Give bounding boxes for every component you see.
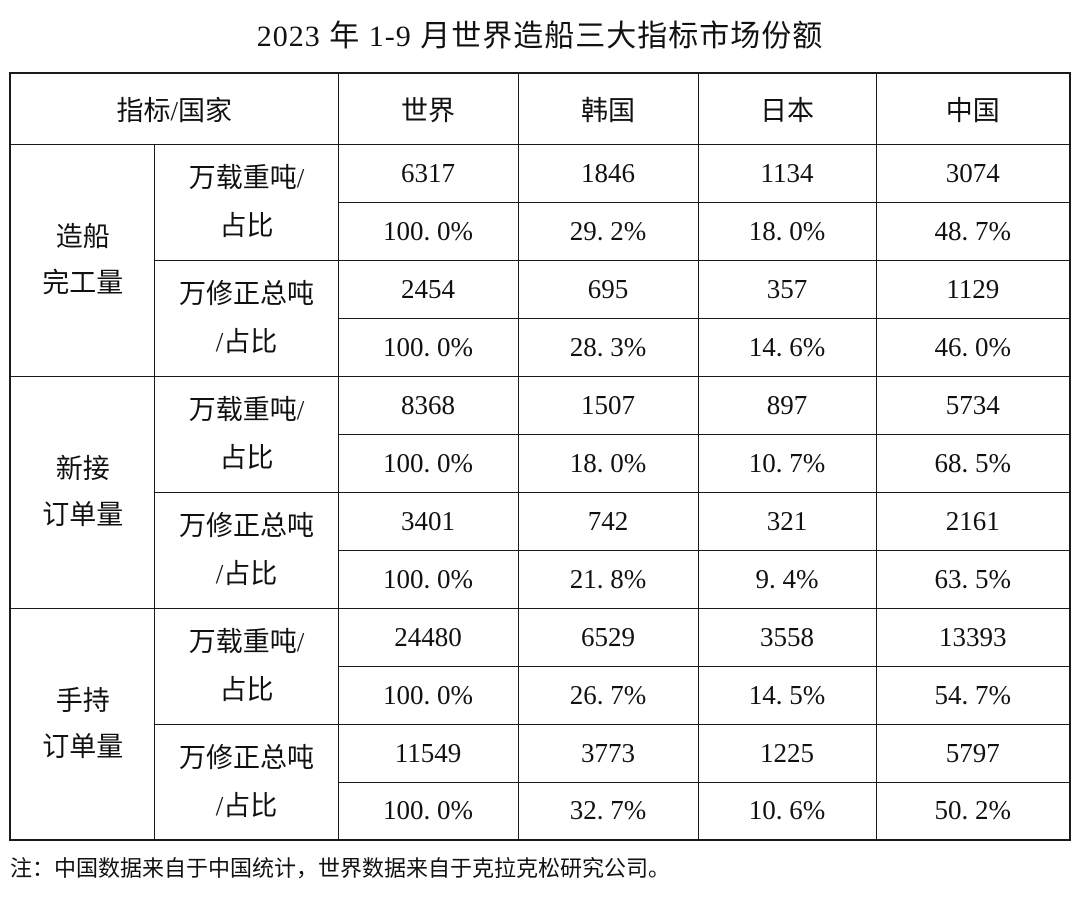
metric-label-line: /占比	[215, 327, 278, 357]
value-cell: 1846	[517, 143, 699, 203]
group-label-new-orders: 新接 订单量	[9, 375, 156, 609]
group-label-line: 造船	[55, 222, 110, 252]
header-col-world: 世界	[337, 72, 519, 145]
table-row: 新接 订单量 万载重吨/ 占比 8368 1507 897 5734	[9, 375, 1071, 609]
share-cell: 100. 0%	[337, 317, 519, 377]
value-cell: 357	[697, 259, 877, 319]
share-cell: 46. 0%	[875, 317, 1071, 377]
share-cell: 50. 2%	[875, 781, 1071, 841]
metric-label-line: 占比	[219, 443, 274, 473]
value-cell: 1507	[517, 375, 699, 435]
share-cell: 100. 0%	[337, 201, 519, 261]
share-cell: 68. 5%	[875, 433, 1071, 493]
share-cell: 32. 7%	[517, 781, 699, 841]
share-cell: 10. 7%	[697, 433, 877, 493]
table-row: 100. 0% 26. 7% 14. 5% 54. 7%	[10, 665, 1071, 725]
share-cell: 100. 0%	[337, 549, 519, 609]
value-cell: 1129	[875, 259, 1071, 319]
table-row: 100. 0% 32. 7% 10. 6% 50. 2%	[10, 781, 1071, 841]
header-col-japan: 日本	[697, 72, 877, 145]
group-label-line: 订单量	[42, 731, 124, 762]
share-cell: 63. 5%	[875, 549, 1071, 609]
value-cell: 3773	[517, 723, 699, 783]
metric-label-line: 万修正总吨	[178, 511, 314, 541]
value-cell: 1134	[697, 143, 877, 203]
share-cell: 18. 0%	[517, 433, 699, 493]
metric-label-line: 占比	[219, 675, 274, 705]
table-row: 万修正总吨 /占比 2454 695 357 1129	[10, 259, 1071, 377]
table-row: 手持 订单量 万载重吨/ 占比 24480 6529 3558 13393	[9, 607, 1071, 841]
group-label-line: 订单量	[42, 500, 124, 530]
share-cell: 54. 7%	[875, 665, 1071, 725]
table-row: 万修正总吨 /占比 3401 742 321 2161	[10, 491, 1071, 609]
value-cell: 742	[517, 491, 699, 551]
value-cell: 321	[697, 491, 877, 551]
share-cell: 48. 7%	[875, 201, 1071, 261]
share-cell: 100. 0%	[337, 781, 519, 841]
metric-label-dwt-share: 万载重吨/ 占比	[154, 607, 339, 725]
header-col-korea: 韩国	[517, 72, 699, 145]
share-cell: 10. 6%	[697, 781, 877, 841]
share-cell: 26. 7%	[517, 665, 699, 725]
group-label-orderbook: 手持 订单量	[9, 607, 156, 841]
value-cell: 897	[697, 375, 877, 435]
metric-label-cgt-share: 万修正总吨 /占比	[154, 259, 339, 377]
metric-label-line: 万载重吨/	[188, 163, 305, 193]
share-cell: 100. 0%	[337, 665, 519, 725]
value-cell: 5797	[875, 723, 1071, 783]
metric-label-line: 万载重吨/	[188, 395, 305, 425]
share-cell: 21. 8%	[517, 549, 699, 609]
metric-label-cgt-share: 万修正总吨 /占比	[154, 491, 339, 609]
metric-label-line: /占比	[215, 559, 278, 589]
metric-label-dwt-share: 万载重吨/ 占比	[154, 375, 339, 493]
share-cell: 29. 2%	[517, 201, 699, 261]
header-indicator-country: 指标/国家	[9, 72, 339, 145]
group-label-line: 新接	[55, 454, 110, 484]
table-row: 100. 0% 18. 0% 10. 7% 68. 5%	[10, 433, 1071, 493]
footnote: 注：中国数据来自于中国统计，世界数据来自于克拉克松研究公司。	[10, 856, 671, 881]
group-label-completions: 造船 完工量	[9, 143, 156, 377]
metric-label-dwt-share: 万载重吨/ 占比	[154, 143, 339, 261]
share-cell: 9. 4%	[697, 549, 877, 609]
share-cell: 28. 3%	[517, 317, 699, 377]
value-cell: 695	[517, 259, 699, 319]
metric-label-line: /占比	[215, 790, 278, 821]
value-cell: 6317	[337, 143, 519, 203]
value-cell: 3401	[337, 491, 519, 551]
value-cell: 24480	[337, 607, 519, 667]
share-cell: 100. 0%	[337, 433, 519, 493]
value-cell: 13393	[875, 607, 1071, 667]
metric-label-cgt-share: 万修正总吨 /占比	[154, 723, 339, 841]
value-cell: 1225	[697, 723, 877, 783]
market-share-table: 指标/国家 世界 韩国 日本 中国 造船 完工量 万载重吨/ 占比 6317 1…	[8, 72, 1071, 841]
value-cell: 3074	[875, 143, 1071, 203]
table-row: 100. 0% 21. 8% 9. 4% 63. 5%	[10, 549, 1071, 609]
header-col-china: 中国	[875, 72, 1071, 145]
table-row: 造船 完工量 万载重吨/ 占比 6317 1846 1134 3074	[9, 143, 1071, 377]
metric-label-line: 万载重吨/	[188, 627, 305, 657]
value-cell: 5734	[875, 375, 1071, 435]
share-cell: 14. 6%	[697, 317, 877, 377]
table-row: 万修正总吨 /占比 11549 3773 1225 5797	[10, 723, 1071, 841]
value-cell: 3558	[697, 607, 877, 667]
value-cell: 6529	[517, 607, 699, 667]
metric-label-line: 占比	[219, 211, 274, 241]
value-cell: 2454	[337, 259, 519, 319]
group-label-line: 完工量	[42, 268, 124, 298]
value-cell: 2161	[875, 491, 1071, 551]
value-cell: 11549	[337, 723, 519, 783]
page-title: 2023 年 1-9 月世界造船三大指标市场份额	[256, 20, 824, 53]
group-label-line: 手持	[55, 685, 110, 716]
share-cell: 18. 0%	[697, 201, 877, 261]
value-cell: 8368	[337, 375, 519, 435]
header-row: 指标/国家 世界 韩国 日本 中国	[9, 72, 1071, 145]
share-cell: 14. 5%	[697, 665, 877, 725]
metric-label-line: 万修正总吨	[178, 279, 314, 309]
metric-label-line: 万修正总吨	[178, 742, 314, 773]
